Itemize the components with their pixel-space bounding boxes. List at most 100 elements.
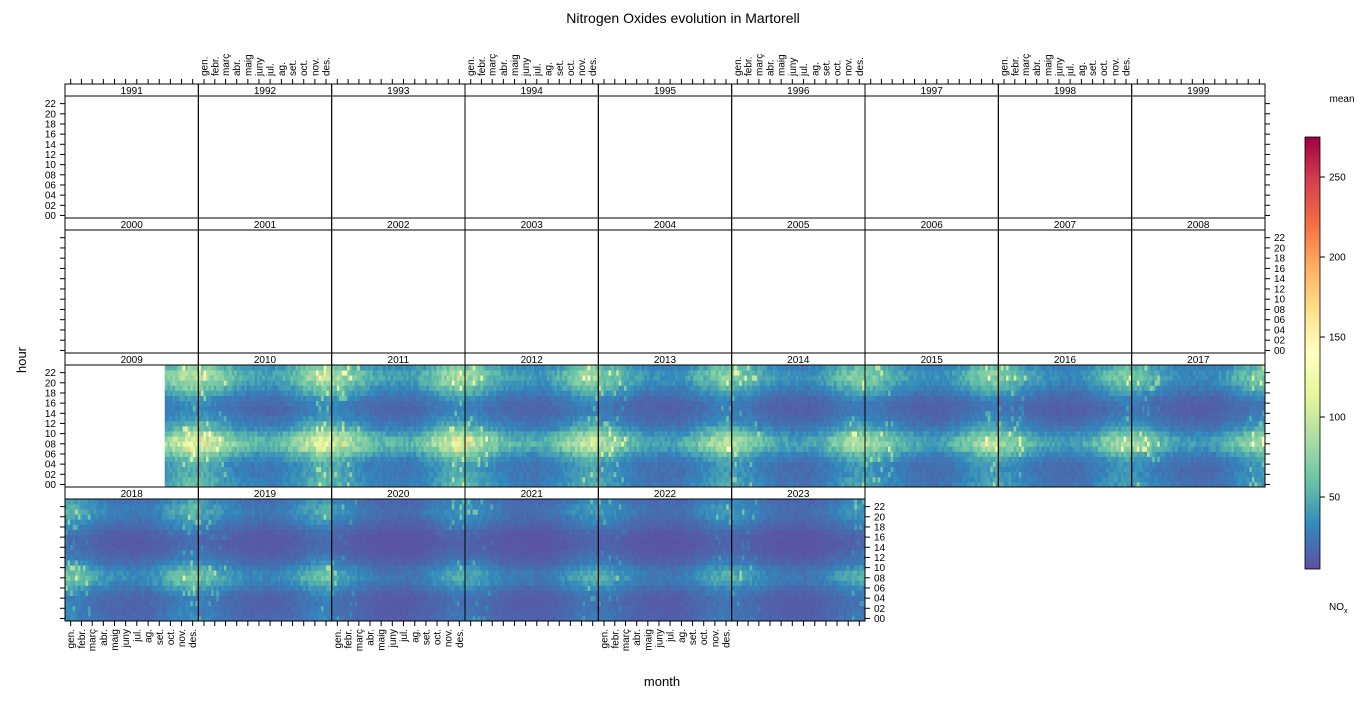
heatmap-cell bbox=[229, 370, 232, 376]
heatmap-cell bbox=[608, 441, 612, 447]
heatmap-cell bbox=[187, 420, 191, 427]
heatmap-cell bbox=[585, 365, 589, 371]
heatmap-cell bbox=[198, 466, 202, 473]
heatmap-cell bbox=[467, 461, 471, 468]
heatmap-cell bbox=[264, 461, 268, 468]
heatmap-cell bbox=[546, 436, 550, 442]
heatmap-cell bbox=[657, 436, 661, 442]
heatmap-cell bbox=[177, 471, 181, 478]
heatmap-cell bbox=[616, 365, 620, 371]
heatmap-cell bbox=[441, 385, 445, 391]
heatmap-cell bbox=[339, 380, 343, 386]
heatmap-cell bbox=[428, 476, 432, 483]
heatmap-cell bbox=[169, 436, 173, 442]
heatmap-cell bbox=[364, 395, 368, 401]
heatmap-cell bbox=[234, 446, 238, 452]
heatmap-cell bbox=[685, 395, 689, 401]
heatmap-cell bbox=[495, 451, 499, 457]
heatmap-cell bbox=[352, 395, 356, 401]
heatmap-cell bbox=[459, 476, 463, 483]
heatmap-cell bbox=[239, 410, 243, 417]
heatmap-cell bbox=[321, 365, 325, 371]
heatmap-cell bbox=[169, 441, 173, 447]
heatmap-cell bbox=[608, 395, 612, 401]
heatmap-cell bbox=[164, 405, 168, 412]
heatmap-cell bbox=[508, 451, 512, 457]
heatmap-cell bbox=[223, 481, 227, 488]
heatmap-cell bbox=[433, 410, 437, 417]
heatmap-cell bbox=[236, 400, 240, 407]
heatmap-cell bbox=[234, 415, 238, 422]
heatmap-cell bbox=[418, 461, 422, 468]
heatmap-cell bbox=[426, 441, 430, 447]
heatmap-cell bbox=[536, 385, 540, 391]
heatmap-cell bbox=[567, 405, 571, 412]
heatmap-cell bbox=[531, 415, 535, 422]
heatmap-cell bbox=[390, 441, 394, 447]
heatmap-cell bbox=[275, 461, 279, 468]
heatmap-cell bbox=[221, 375, 225, 381]
heatmap-cell bbox=[341, 415, 345, 422]
heatmap-cell bbox=[634, 380, 638, 386]
heatmap-cell bbox=[252, 415, 255, 422]
heatmap-cell bbox=[585, 476, 589, 483]
heatmap-cell bbox=[477, 431, 481, 437]
heatmap-cell bbox=[203, 400, 207, 407]
heatmap-cell bbox=[229, 451, 232, 457]
heatmap-cell bbox=[498, 471, 502, 478]
heatmap-cell bbox=[480, 476, 484, 483]
heatmap-cell bbox=[323, 461, 327, 468]
heatmap-cell bbox=[595, 456, 599, 462]
heatmap-cell bbox=[195, 431, 199, 437]
heatmap-cell bbox=[295, 451, 299, 457]
heatmap-cell bbox=[595, 405, 599, 412]
heatmap-cell bbox=[174, 476, 178, 483]
heatmap-cell bbox=[439, 415, 443, 422]
heatmap-cell bbox=[582, 446, 586, 452]
heatmap-cell bbox=[287, 476, 291, 483]
heatmap-cell bbox=[582, 420, 586, 427]
heatmap-cell bbox=[321, 370, 325, 376]
heatmap-cell bbox=[564, 420, 568, 427]
heatmap-cell bbox=[490, 466, 494, 473]
heatmap-cell bbox=[375, 410, 379, 417]
heatmap-cell bbox=[310, 471, 314, 478]
heatmap-cell bbox=[321, 466, 325, 473]
heatmap-cell bbox=[334, 395, 338, 401]
heatmap-cell bbox=[416, 390, 420, 396]
heatmap-cell bbox=[234, 385, 238, 391]
heatmap-cell bbox=[246, 436, 250, 442]
heatmap-cell bbox=[315, 446, 319, 452]
heatmap-cell bbox=[390, 436, 394, 442]
heatmap-cell bbox=[254, 380, 258, 386]
heatmap-cell bbox=[644, 395, 648, 401]
heatmap-cell bbox=[669, 451, 673, 457]
heatmap-cell bbox=[287, 415, 291, 422]
heatmap-cell bbox=[357, 410, 361, 417]
heatmap-cell bbox=[190, 390, 194, 396]
heatmap-cell bbox=[172, 375, 176, 381]
heatmap-cell bbox=[257, 451, 261, 457]
heatmap-cell bbox=[631, 385, 635, 391]
heatmap-cell bbox=[603, 471, 607, 478]
heatmap-cell bbox=[305, 370, 309, 376]
heatmap-cell bbox=[503, 426, 507, 432]
heatmap-cell bbox=[498, 431, 502, 437]
heatmap-cell bbox=[362, 466, 366, 473]
heatmap-cell bbox=[334, 451, 338, 457]
heatmap-cell bbox=[544, 431, 548, 437]
heatmap-cell bbox=[177, 390, 181, 396]
heatmap-cell bbox=[667, 395, 671, 401]
heatmap-cell bbox=[180, 481, 184, 488]
heatmap-cell bbox=[685, 420, 689, 427]
heatmap-cell bbox=[590, 431, 594, 437]
heatmap-cell bbox=[254, 456, 258, 462]
heatmap-cell bbox=[206, 441, 209, 447]
heatmap-cell bbox=[480, 395, 484, 401]
heatmap-cell bbox=[418, 415, 422, 422]
heatmap-cell bbox=[551, 375, 555, 381]
heatmap-cell bbox=[456, 415, 460, 422]
heatmap-cell bbox=[398, 390, 402, 396]
heatmap-cell bbox=[239, 446, 243, 452]
heatmap-cell bbox=[334, 456, 338, 462]
